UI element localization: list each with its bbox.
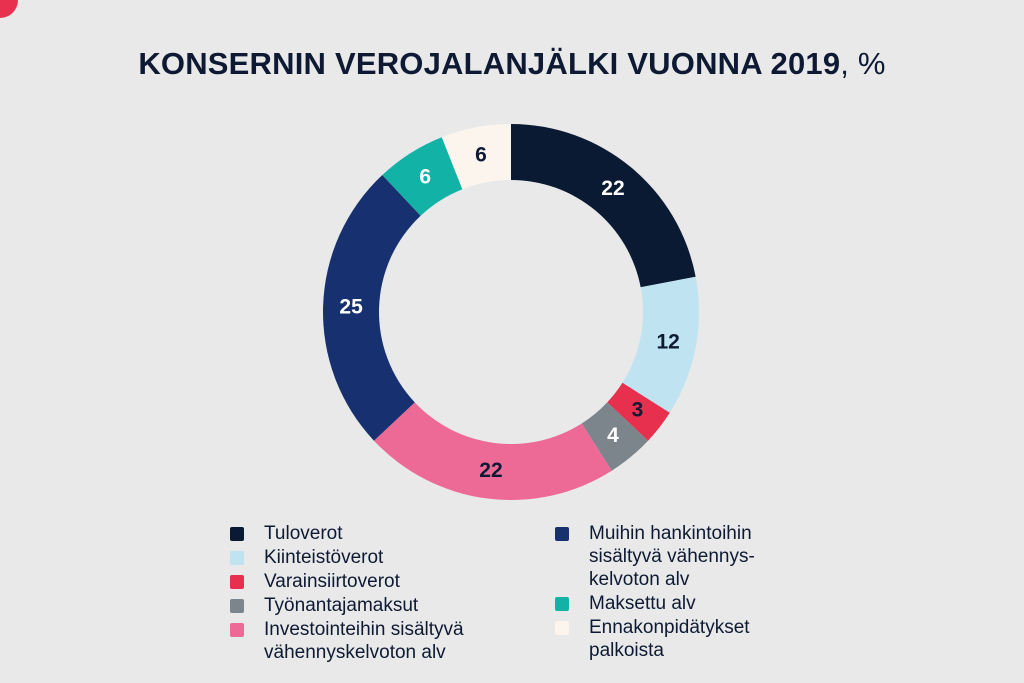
slice-value-label-3: 3: [632, 399, 644, 422]
legend-item-right-3: Ennakonpidätykset palkoista: [555, 616, 855, 662]
legend-swatch: [230, 599, 244, 613]
slice-value-label-7: 6: [419, 165, 431, 188]
chart-title-unit: , %: [840, 46, 886, 81]
donut-slice-2: [622, 276, 699, 413]
legend-item-left-3: Varainsiirtoverot: [230, 570, 550, 593]
legend-item-right-2: Maksettu alv: [555, 592, 855, 615]
donut-slice-7: [382, 137, 463, 216]
legend-label: Tuloverot: [264, 523, 343, 544]
legend-label: Maksettu alv: [589, 593, 696, 614]
legend-label: Investointeihin sisältyvä vähennyskelvot…: [264, 619, 464, 663]
legend-swatch: [230, 527, 244, 541]
legend-item-left-2: Kiinteistöverot: [230, 546, 550, 569]
donut-slice-5: [373, 402, 612, 500]
slice-value-label-4: 4: [607, 424, 619, 447]
legend-label: Muihin hankintoihin sisältyvä vähennys- …: [589, 523, 755, 590]
legend-swatch: [555, 597, 569, 611]
legend-item-right-1: Muihin hankintoihin sisältyvä vähennys- …: [555, 522, 855, 591]
legend-right-column: Muihin hankintoihin sisältyvä vähennys- …: [555, 522, 855, 663]
donut-slice-4: [581, 402, 649, 471]
chart-title: KONSERNIN VEROJALANJÄLKI VUONNA 2019, %: [0, 46, 1024, 82]
legend-label: Kiinteistöverot: [264, 547, 384, 568]
legend-item-left-1: Tuloverot: [230, 522, 550, 545]
donut-labels: 22 12 34 22 25 6 6: [339, 143, 679, 482]
legend-swatch: [230, 623, 244, 637]
legend-label: Varainsiirtoverot: [264, 571, 400, 592]
donut-slices: [323, 124, 699, 500]
legend-item-left-5: Investointeihin sisältyvä vähennyskelvot…: [230, 618, 550, 664]
legend-swatch: [230, 551, 244, 565]
legend-swatch: [230, 575, 244, 589]
legend-label: Työnantajamaksut: [264, 595, 419, 616]
slice-value-label-1: 22: [601, 177, 624, 200]
donut-slice-1: [511, 124, 696, 288]
donut-slice-3: [607, 382, 670, 441]
donut-slice-6: [323, 174, 421, 441]
legend-left-column: Tuloverot Kiinteistöverot Varainsiirtovero…: [230, 522, 550, 665]
legend-swatch: [555, 621, 569, 635]
legend-swatch: [555, 527, 569, 541]
legend-item-left-4: Työnantajamaksut: [230, 594, 550, 617]
slice-value-label-2: 12: [656, 330, 679, 353]
slice-value-label-5: 22: [479, 459, 502, 482]
chart-title-main: KONSERNIN VEROJALANJÄLKI VUONNA 2019: [138, 46, 841, 81]
slice-value-label-6: 25: [339, 295, 363, 318]
slice-value-label-8: 6: [475, 143, 487, 166]
legend-label: Ennakonpidätykset palkoista: [589, 617, 750, 661]
donut-slice-8: [441, 124, 511, 190]
